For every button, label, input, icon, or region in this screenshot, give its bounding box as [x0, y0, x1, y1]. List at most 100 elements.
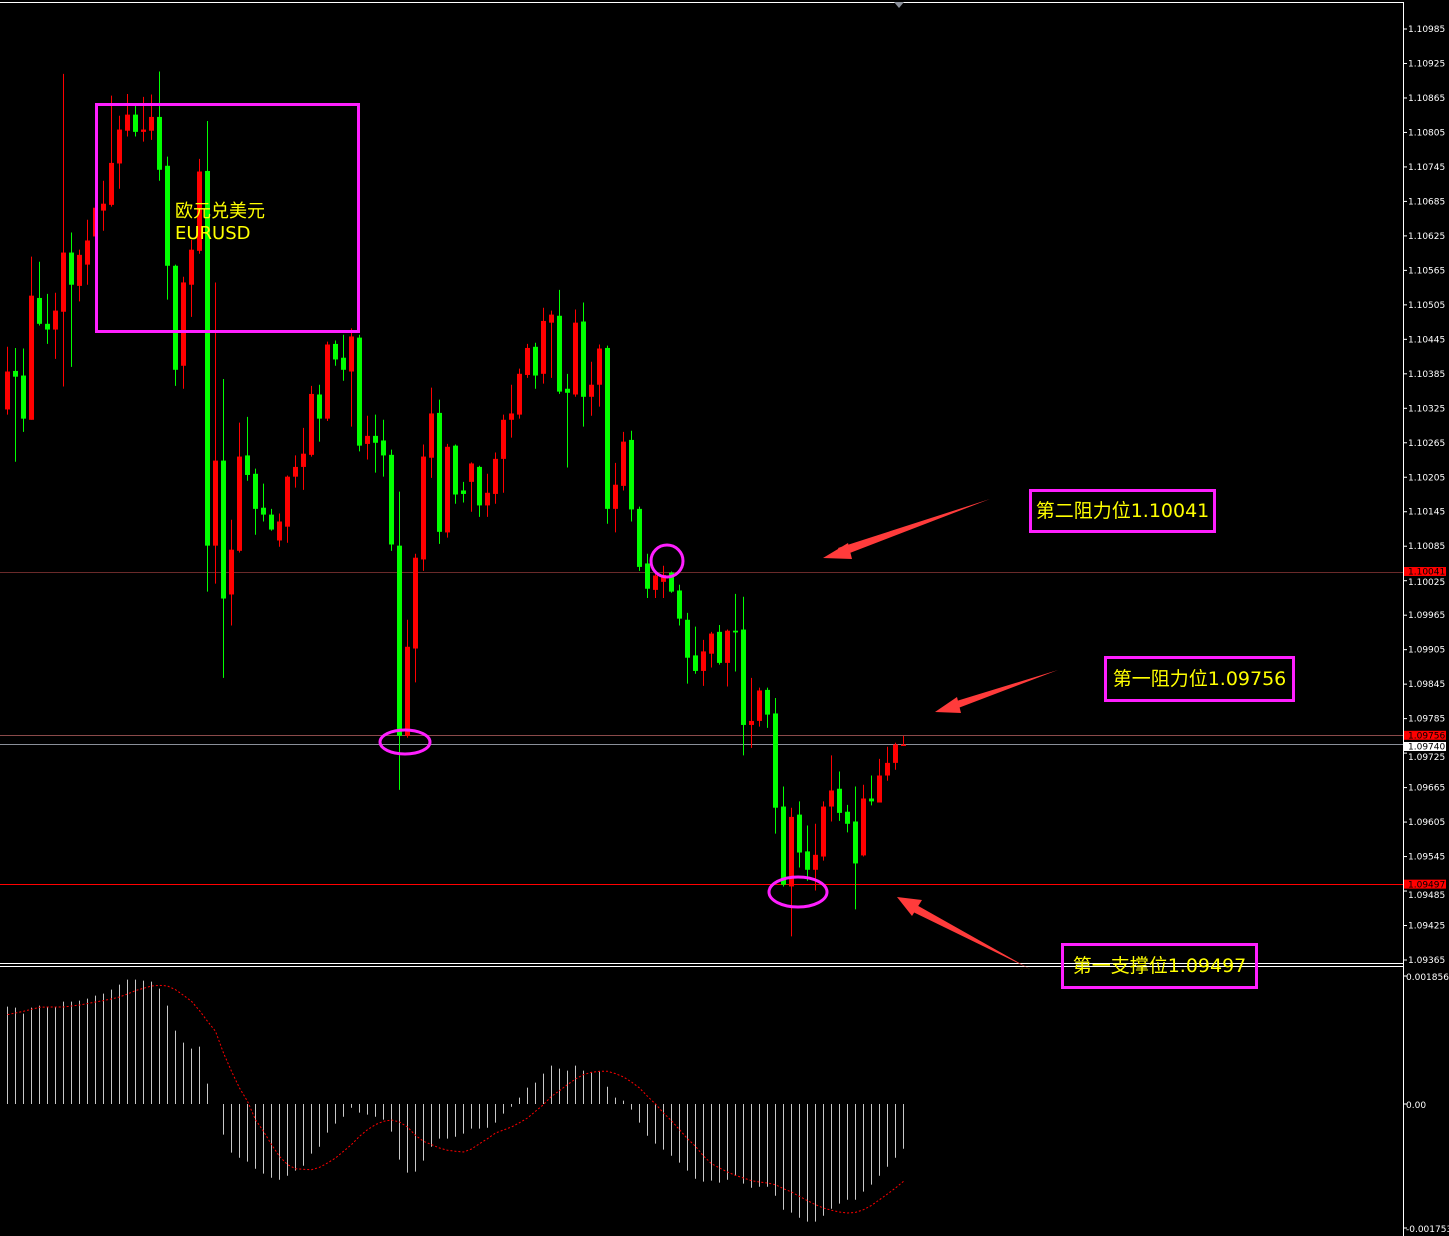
candle-down: [437, 412, 442, 532]
candle-up: [653, 575, 658, 590]
candle-up: [541, 320, 546, 374]
candle-up: [141, 129, 146, 132]
price-tick-label: 1.10625: [1408, 232, 1445, 242]
price-marker-bg: [1404, 741, 1446, 751]
candle-down: [581, 321, 586, 397]
candle-up: [125, 114, 130, 131]
candle-up: [445, 446, 450, 533]
chart-shift-marker-icon[interactable]: [894, 2, 904, 8]
price-marker: 1.10041: [1404, 567, 1446, 578]
candle-up: [877, 775, 882, 803]
candle-up: [789, 816, 794, 887]
candle-down: [845, 811, 850, 824]
arrow-support1: [897, 897, 1030, 969]
price-tick-label: 1.10385: [1408, 370, 1445, 380]
candle-up: [589, 384, 594, 397]
candle-up: [349, 336, 354, 372]
candle-down: [381, 440, 386, 456]
candle-up: [893, 744, 898, 763]
candle-up: [109, 162, 114, 205]
price-tick-label: 1.10445: [1408, 335, 1445, 345]
candle-up: [493, 458, 498, 494]
candle-up: [5, 371, 10, 410]
resistance2-label: 第二阻力位1.10041: [1029, 489, 1216, 533]
candle-down: [669, 572, 674, 592]
candle-up: [725, 630, 730, 663]
candle-down: [837, 788, 842, 813]
price-tick-label: 1.10565: [1408, 266, 1445, 276]
candle-up: [573, 322, 578, 395]
price-tick-label: 1.10025: [1408, 578, 1445, 588]
macd-tick-label: 0.001856: [1406, 973, 1449, 983]
candle-up: [101, 203, 106, 211]
price-marker-bg: [1404, 730, 1446, 740]
price-tick-label: 1.10085: [1408, 542, 1445, 552]
candle-up: [709, 633, 714, 654]
candle-up: [117, 129, 122, 164]
resistance1-label: 第一阻力位1.09756: [1104, 656, 1295, 702]
candle-down: [557, 315, 562, 392]
candle-down: [333, 343, 338, 360]
candle-up: [485, 492, 490, 506]
candle-down: [773, 713, 778, 808]
price-marker: 1.09497: [1404, 879, 1446, 890]
candle-down: [69, 252, 74, 285]
candle-down: [853, 821, 858, 864]
candle-up: [229, 549, 234, 595]
candle-up: [613, 484, 618, 509]
price-axis: 1.10985 1.10925 1.10865 1.10805 1.10745 1.106…: [1403, 25, 1446, 966]
candle-down: [133, 114, 138, 132]
price-tick-label: 1.09485: [1408, 891, 1445, 901]
candle-up: [405, 646, 410, 736]
candle-down: [533, 346, 538, 376]
candle-up: [901, 744, 906, 746]
price-tick-label: 1.09365: [1408, 956, 1445, 966]
price-marker-label: 1.09497: [1408, 880, 1445, 890]
macd-tick-label: -0.001753: [1406, 1225, 1449, 1235]
price-tick-label: 1.10745: [1408, 163, 1445, 173]
candle-up: [813, 854, 818, 870]
candle-up: [821, 806, 826, 857]
candle-down: [477, 466, 482, 506]
candle-down: [693, 655, 698, 671]
candle-up: [597, 348, 602, 385]
candle-down: [805, 851, 810, 870]
candle-down: [357, 337, 362, 446]
arrow-resistance1: [935, 670, 1058, 713]
candle-down: [797, 814, 802, 853]
candle-up: [501, 419, 506, 459]
candle-up: [149, 116, 154, 131]
candle-down: [637, 508, 642, 567]
candle-down: [765, 689, 770, 715]
price-marker: 1.09756: [1404, 730, 1446, 741]
candle-up: [517, 373, 522, 415]
candle-up: [301, 453, 306, 467]
candle-down: [605, 347, 610, 509]
candle-down: [317, 394, 322, 419]
symbol-name-cn: 欧元兑美元: [175, 201, 265, 222]
candle-up: [181, 282, 186, 366]
price-tick-label: 1.10265: [1408, 439, 1445, 449]
price-tick-label: 1.10865: [1408, 94, 1445, 104]
support-highlight-ellipse: [767, 875, 829, 909]
candle-down: [389, 454, 394, 545]
candle-up: [189, 249, 194, 285]
price-tick-label: 1.09545: [1408, 853, 1445, 863]
candle-down: [645, 563, 650, 589]
candle-up: [757, 690, 762, 721]
candle-up: [885, 762, 890, 776]
candle-down: [173, 265, 178, 370]
candle-down: [461, 490, 466, 494]
price-tick-label: 1.09425: [1408, 922, 1445, 932]
candle-up: [621, 441, 626, 486]
candle-down: [685, 619, 690, 658]
price-tick-label: 1.09605: [1408, 818, 1445, 828]
candle-down: [677, 590, 682, 619]
candle-up: [429, 413, 434, 458]
candle-up: [29, 295, 34, 420]
candle-up: [829, 790, 834, 807]
price-tick-label: 1.10325: [1408, 404, 1445, 414]
candle-up: [661, 574, 666, 582]
candle-up: [413, 557, 418, 649]
